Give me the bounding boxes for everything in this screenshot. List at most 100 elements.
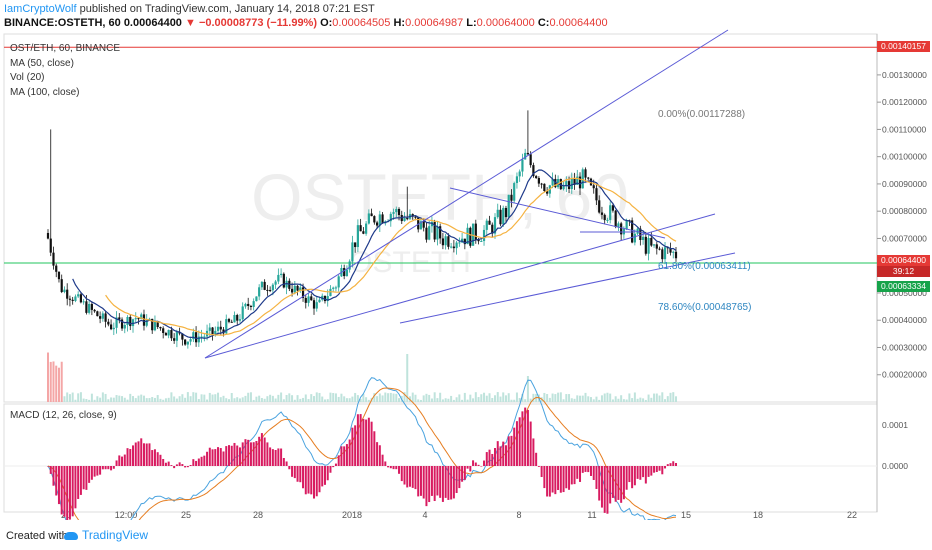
candle-body xyxy=(515,176,519,184)
volume-bar xyxy=(159,398,162,402)
volume-bar xyxy=(334,393,337,402)
x-tick-label: 20 xyxy=(61,510,71,520)
macd-hist-bar xyxy=(463,466,466,480)
legend-symbol[interactable]: OST/ETH, 60, BINANCE xyxy=(10,43,121,54)
y-tick-label: 0.00120000 xyxy=(882,97,927,107)
volume-bar xyxy=(310,394,313,402)
macd-hist-bar xyxy=(466,466,469,469)
volume-bar xyxy=(414,394,417,402)
macd-legend[interactable]: MACD (12, 26, close, 9) xyxy=(10,410,117,421)
volume-bar xyxy=(79,392,82,402)
low-label: L: xyxy=(466,17,477,29)
price-change: −0.00008773 (−11.99%) xyxy=(198,17,317,29)
macd-hist-bar xyxy=(392,466,395,470)
volume-bar xyxy=(392,393,395,402)
candle-body xyxy=(356,225,359,248)
candle-body xyxy=(672,251,675,253)
candle-body xyxy=(137,318,140,320)
candle-body xyxy=(562,186,565,190)
volume-bar xyxy=(425,393,428,402)
volume-bar xyxy=(47,352,49,402)
candle-body xyxy=(318,299,321,303)
macd-hist-bar xyxy=(664,466,667,469)
candle-body xyxy=(175,332,178,341)
macd-hist-bar xyxy=(302,466,305,489)
volume-bar xyxy=(480,394,483,402)
candle-body xyxy=(540,183,543,185)
volume-bar xyxy=(365,397,368,402)
candle-body xyxy=(208,327,211,331)
volume-bar xyxy=(68,394,71,402)
volume-bar xyxy=(548,397,551,402)
volume-bar xyxy=(642,398,645,402)
candle-body xyxy=(145,320,148,326)
candle-body xyxy=(230,321,233,323)
macd-hist-bar xyxy=(653,466,656,473)
published-text: published on TradingView.com, January 14… xyxy=(76,3,375,15)
candle-body xyxy=(225,319,228,334)
volume-bar xyxy=(675,396,677,402)
legend-ma100[interactable]: MA (100, close) xyxy=(10,86,80,98)
macd-hist-bar xyxy=(628,466,631,483)
candle-body xyxy=(378,214,381,226)
price-chart[interactable]: 0.00130000 0.00120000 0.00110000 0.00100000… xyxy=(0,0,932,520)
macd-hist-bar xyxy=(389,466,392,469)
candle-body xyxy=(351,242,354,262)
macd-hist-bar xyxy=(425,466,428,507)
candle-body xyxy=(510,194,513,201)
volume-bar xyxy=(403,392,406,402)
candle-body xyxy=(77,294,80,297)
macd-hist-bar xyxy=(499,446,502,466)
macd-hist-bar xyxy=(271,449,274,466)
macd-hist-bar xyxy=(134,442,137,466)
candle-body xyxy=(669,248,672,253)
volume-bar xyxy=(222,395,225,402)
macd-hist-bar xyxy=(123,454,126,466)
candle-body xyxy=(49,238,52,253)
volume-bar xyxy=(74,399,77,402)
candle-body xyxy=(82,301,85,303)
trend-line xyxy=(399,252,736,324)
candle-body xyxy=(101,313,104,319)
volume-bar xyxy=(345,398,348,402)
candle-body xyxy=(74,296,77,301)
open-value: 0.00064505 xyxy=(332,17,391,29)
volume-bar xyxy=(280,392,283,402)
candle-body xyxy=(348,261,351,270)
candle-body xyxy=(598,200,601,213)
y-tick-label: 0.00030000 xyxy=(882,342,927,352)
legend-vol[interactable]: Vol (20) xyxy=(10,72,45,83)
author-link[interactable]: IamCryptoWolf xyxy=(4,3,77,15)
volume-bar xyxy=(513,399,516,402)
macd-hist-bar xyxy=(77,466,80,499)
macd-hist-bar xyxy=(93,466,96,477)
volume-bar xyxy=(502,392,505,402)
candle-body xyxy=(488,220,491,225)
candle-body xyxy=(90,303,93,310)
macd-hist-bar xyxy=(472,460,475,466)
macd-hist-bar xyxy=(60,466,63,515)
candle-body xyxy=(397,208,401,216)
macd-hist-bar xyxy=(263,437,266,466)
candle-body xyxy=(304,297,307,303)
candle-body xyxy=(181,333,184,340)
macd-hist-bar xyxy=(554,466,557,495)
candle-body xyxy=(414,216,417,218)
tradingview-logo[interactable]: TradingView xyxy=(64,528,148,542)
candle-body xyxy=(655,244,658,249)
macd-hist-bar xyxy=(655,466,658,473)
macd-hist-bar xyxy=(524,407,527,466)
volume-bar xyxy=(153,397,156,402)
macd-hist-bar xyxy=(230,445,233,466)
macd-hist-bar xyxy=(351,427,354,466)
macd-hist-bar xyxy=(540,466,543,478)
macd-hist-bar xyxy=(359,414,362,466)
candle-body xyxy=(140,314,143,320)
macd-hist-bar xyxy=(315,466,318,497)
macd-hist-bar xyxy=(162,458,165,466)
legend-ma50[interactable]: MA (50, close) xyxy=(10,57,74,69)
volume-bar xyxy=(236,397,239,402)
volume-bar xyxy=(450,395,453,402)
volume-bar xyxy=(639,397,642,402)
macd-hist-bar xyxy=(260,433,263,466)
